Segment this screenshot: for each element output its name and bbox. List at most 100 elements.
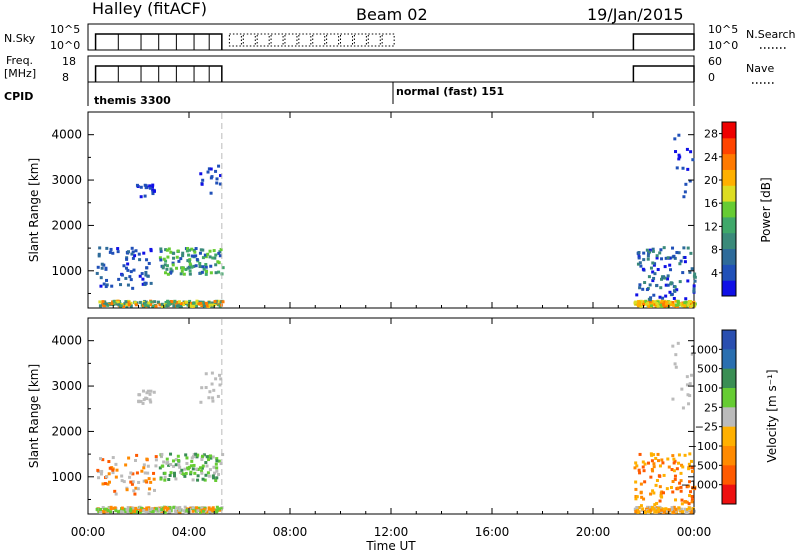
power-echo [648,248,652,252]
velocity-echo [120,474,124,478]
nsearch-trace [312,33,326,47]
velocity-echo [212,388,216,392]
velocity-echo [178,470,182,474]
power-echo [187,253,191,257]
velocity-echo [194,452,198,456]
velocity-echo [183,505,187,509]
power-colorbar-segment [722,185,736,202]
power-colorbar-label: 8 [711,244,718,257]
power-echo [673,289,677,293]
velocity-echo [142,466,146,470]
power-echo [159,247,163,251]
power-echo [658,301,662,305]
power-colorbar-segment [722,169,736,186]
power-echo [691,158,695,162]
velocity-echo [161,507,165,511]
velocity-echo [152,477,156,481]
power-scatter [95,133,697,309]
power-echo [692,287,696,291]
nsky-tick-top: 10^5 [50,23,80,36]
velocity-echo [688,382,692,386]
velocity-colorbar-label: −1000 [681,479,718,492]
velocity-echo [646,509,650,513]
velocity-echo [184,453,188,457]
power-echo [639,304,643,308]
power-echo [690,267,694,271]
velocity-echo [140,469,144,473]
velocity-echo [200,466,204,470]
power-echo [130,252,134,256]
x-tick-label: 00:00 [677,525,712,539]
power-echo [169,271,173,275]
power-echo [172,300,176,304]
velocity-echo [191,506,195,510]
power-echo [682,195,686,199]
velocity-colorbar-label: 100 [697,382,718,395]
velocity-echo [208,510,212,514]
power-echo [111,300,115,304]
power-echo [177,259,181,263]
velocity-echo [174,458,178,462]
velocity-echo [640,495,644,499]
power-echo [673,137,677,141]
velocity-echo [142,479,146,483]
power-echo [100,266,104,270]
velocity-echo [144,510,148,514]
power-echo [188,269,192,273]
velocity-echo [212,476,216,480]
power-echo [101,300,105,304]
power-echo [119,283,123,287]
velocity-echo [146,464,150,468]
velocity-echo [690,495,694,499]
velocity-echo [642,469,646,473]
velocity-echo [186,466,190,470]
velocity-echo [677,453,681,457]
power-echo [642,303,646,307]
power-echo [678,262,682,266]
power-echo [662,303,666,307]
velocity-echo [167,478,171,482]
velocity-echo [165,457,169,461]
power-echo [148,184,152,188]
power-echo [209,176,213,180]
power-echo [95,271,99,275]
power-echo [219,301,223,305]
power-echo [217,270,221,274]
power-echo [682,246,686,250]
power-echo [221,266,225,270]
power-echo [134,303,138,307]
velocity-echo [102,508,106,512]
power-echo [672,254,676,258]
velocity-echo [666,457,670,461]
power-echo [160,302,164,306]
power-echo [98,300,102,304]
velocity-scatter [95,341,697,515]
velocity-echo [215,457,219,461]
power-echo [211,256,215,260]
power-echo [684,297,688,301]
velocity-echo [198,510,202,514]
power-echo [218,182,222,186]
power-echo [186,259,190,263]
velocity-echo [146,471,150,475]
power-colorbar-segment [722,248,736,265]
power-colorbar-segment [722,264,736,281]
velocity-echo [127,456,131,460]
power-echo [116,300,120,304]
power-echo [164,271,168,275]
power-echo [194,304,198,308]
power-echo [674,303,678,307]
velocity-echo [693,487,697,491]
power-echo [659,303,663,307]
power-echo [683,260,687,264]
power-echo [663,304,667,308]
velocity-echo [196,453,200,457]
power-echo [151,192,155,196]
velocity-echo [131,480,135,484]
power-echo [149,281,153,285]
velocity-echo [650,467,654,471]
power-echo [199,172,203,176]
nsearch-trace [326,33,340,47]
power-echo [648,300,652,304]
velocity-echo [680,387,684,391]
